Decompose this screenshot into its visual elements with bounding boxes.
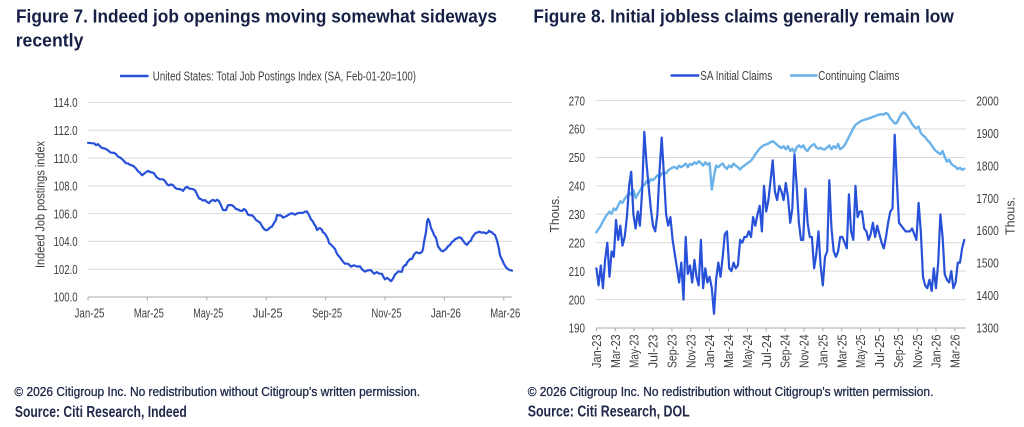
svg-text:© 2026 Citigroup Inc. No redis: © 2026 Citigroup Inc. No redistribution … — [14, 384, 420, 399]
svg-text:Thous.: Thous. — [1003, 197, 1018, 235]
svg-text:Nov-25: Nov-25 — [372, 306, 402, 321]
svg-text:106.0: 106.0 — [54, 206, 78, 221]
svg-text:May-23: May-23 — [627, 335, 642, 369]
svg-text:Jan-24: Jan-24 — [702, 335, 717, 369]
svg-text:May-25: May-25 — [853, 335, 868, 369]
svg-text:Sep-25: Sep-25 — [312, 306, 342, 321]
svg-text:Jul-25: Jul-25 — [872, 335, 887, 369]
svg-text:Mar-26: Mar-26 — [948, 335, 963, 369]
svg-text:Jan-25: Jan-25 — [815, 335, 830, 369]
svg-text:108.0: 108.0 — [54, 179, 78, 194]
svg-text:1300: 1300 — [976, 321, 999, 336]
svg-text:Nov-24: Nov-24 — [797, 335, 812, 369]
svg-text:© 2026 Citigroup Inc. No redis: © 2026 Citigroup Inc. No redistribution … — [528, 384, 934, 399]
svg-text:200: 200 — [569, 292, 585, 307]
svg-text:1700: 1700 — [976, 191, 999, 206]
svg-text:Jan-23: Jan-23 — [589, 335, 604, 369]
svg-text:SA Initial Claims: SA Initial Claims — [700, 68, 772, 83]
svg-text:102.0: 102.0 — [54, 262, 78, 277]
svg-text:Source: Citi Research, Indeed: Source: Citi Research, Indeed — [15, 404, 187, 421]
svg-text:Figure 8. Initial jobless clai: Figure 8. Initial jobless claims general… — [533, 7, 954, 27]
svg-text:Indeed Job postings index: Indeed Job postings index — [32, 140, 47, 268]
svg-text:Jan-26: Jan-26 — [929, 335, 944, 369]
svg-text:Figure 7. Indeed job openings: Figure 7. Indeed job openings moving som… — [16, 7, 497, 27]
svg-text:1500: 1500 — [976, 256, 999, 271]
svg-text:230: 230 — [569, 207, 585, 222]
svg-text:Nov-25: Nov-25 — [910, 335, 925, 369]
svg-text:Jul-24: Jul-24 — [759, 335, 774, 369]
svg-text:Jan-26: Jan-26 — [431, 306, 461, 321]
svg-text:112.0: 112.0 — [54, 123, 78, 138]
svg-text:recently: recently — [16, 30, 85, 50]
svg-text:Source: Citi Research, DOL: Source: Citi Research, DOL — [528, 403, 690, 420]
svg-text:Mar-25: Mar-25 — [834, 335, 849, 369]
svg-text:Thous.: Thous. — [547, 196, 562, 233]
svg-text:100.0: 100.0 — [54, 290, 78, 305]
svg-text:1900: 1900 — [976, 126, 999, 141]
svg-text:270: 270 — [569, 93, 585, 108]
svg-text:Sep-23: Sep-23 — [665, 335, 680, 369]
svg-text:240: 240 — [569, 179, 585, 194]
svg-text:190: 190 — [569, 321, 585, 336]
svg-text:Nov-23: Nov-23 — [683, 335, 698, 369]
svg-text:Mar-26: Mar-26 — [490, 306, 520, 321]
svg-text:1600: 1600 — [976, 223, 999, 238]
svg-text:Sep-24: Sep-24 — [778, 335, 793, 369]
svg-text:Jul-23: Jul-23 — [646, 335, 661, 369]
svg-text:1800: 1800 — [976, 158, 999, 173]
svg-text:250: 250 — [569, 150, 585, 165]
svg-text:May-25: May-25 — [193, 306, 223, 321]
svg-text:110.0: 110.0 — [54, 151, 78, 166]
svg-text:Mar-23: Mar-23 — [608, 335, 623, 369]
svg-text:210: 210 — [569, 264, 585, 279]
svg-text:114.0: 114.0 — [54, 95, 78, 110]
svg-text:Mar-24: Mar-24 — [721, 335, 736, 369]
svg-text:220: 220 — [569, 235, 585, 250]
svg-text:104.0: 104.0 — [54, 234, 78, 249]
svg-text:Jan-25: Jan-25 — [75, 306, 105, 321]
svg-text:Jul-25: Jul-25 — [253, 306, 283, 321]
svg-text:Mar-25: Mar-25 — [134, 306, 164, 321]
svg-text:2000: 2000 — [976, 93, 999, 108]
svg-text:1400: 1400 — [976, 288, 999, 303]
svg-text:260: 260 — [569, 122, 585, 137]
svg-text:Sep-25: Sep-25 — [891, 335, 906, 369]
svg-text:United States: Total Job Posti: United States: Total Job Postings Index … — [153, 69, 416, 84]
svg-text:May-24: May-24 — [740, 335, 755, 369]
svg-text:Continuing Claims: Continuing Claims — [818, 68, 899, 83]
